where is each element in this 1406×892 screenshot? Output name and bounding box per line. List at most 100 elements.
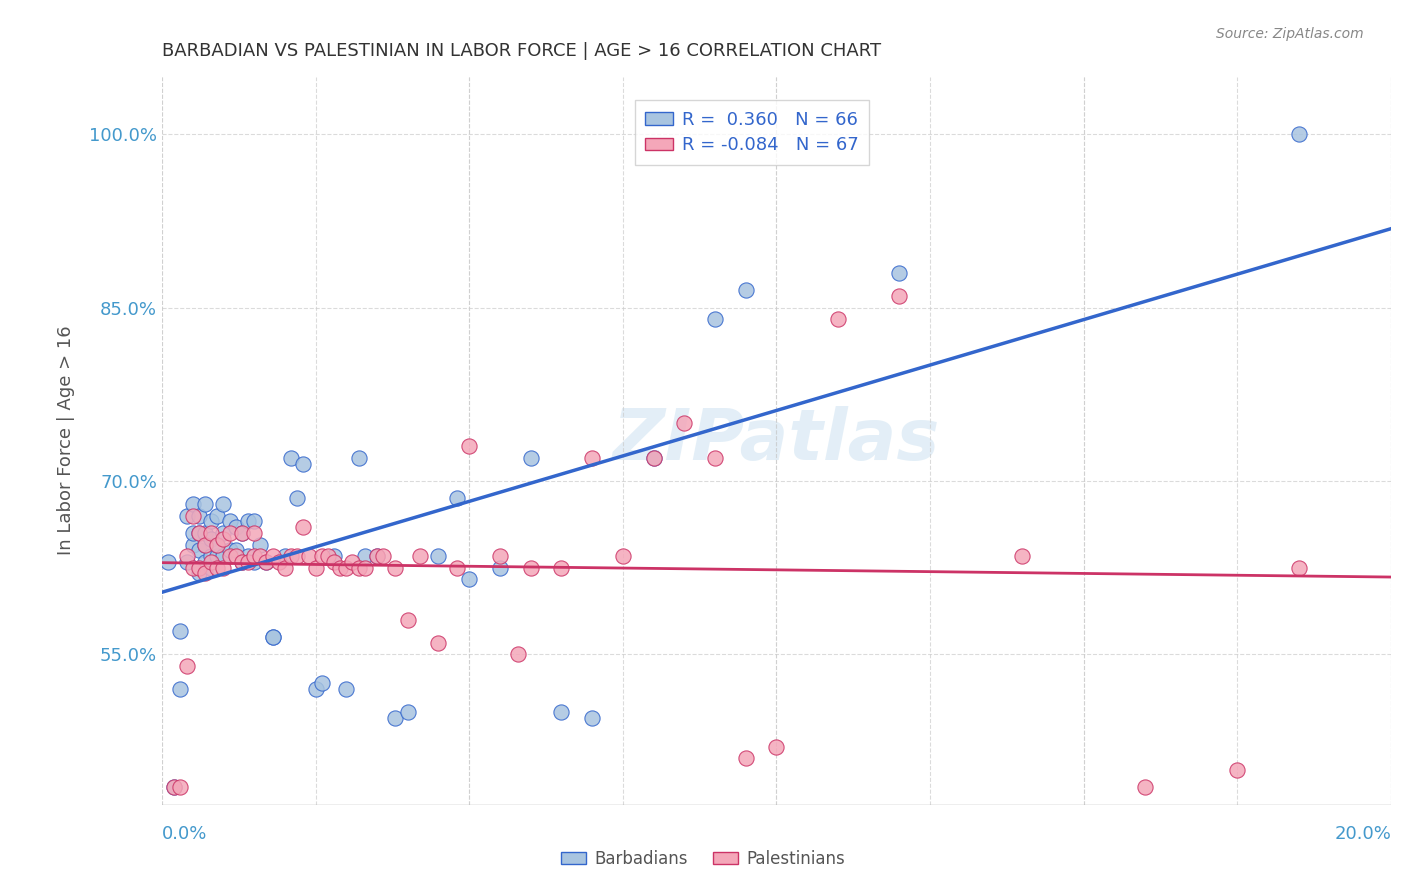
Point: [187, 566, 209, 581]
Point: [274, 549, 297, 564]
Point: [489, 549, 512, 564]
Point: [827, 312, 849, 326]
Point: [581, 450, 603, 465]
Legend: R =  0.360   N = 66, R = -0.084   N = 67: R = 0.360 N = 66, R = -0.084 N = 67: [634, 100, 869, 165]
Point: [323, 555, 346, 569]
Point: [1288, 560, 1310, 574]
Point: [409, 549, 432, 564]
Point: [519, 560, 541, 574]
Point: [200, 532, 222, 546]
Point: [236, 515, 259, 529]
Point: [353, 560, 375, 574]
Point: [243, 526, 266, 541]
Point: [231, 555, 253, 569]
Point: [519, 450, 541, 465]
Point: [285, 549, 308, 564]
Point: [187, 508, 209, 523]
Point: [207, 508, 229, 523]
Point: [194, 538, 217, 552]
Point: [1011, 549, 1033, 564]
Point: [218, 549, 240, 564]
Point: [194, 526, 217, 541]
Point: [550, 705, 572, 719]
Point: [673, 417, 696, 431]
Point: [347, 560, 370, 574]
Point: [218, 543, 240, 558]
Point: [734, 751, 756, 765]
Point: [396, 613, 419, 627]
Point: [181, 560, 204, 574]
Point: [212, 549, 235, 564]
Point: [163, 780, 186, 795]
Point: [335, 681, 357, 696]
Point: [704, 450, 727, 465]
Point: [236, 555, 259, 569]
Point: [181, 526, 204, 541]
Point: [194, 538, 217, 552]
Point: [218, 526, 240, 541]
Point: [194, 555, 217, 569]
Point: [329, 560, 352, 574]
Point: [176, 549, 198, 564]
Point: [200, 515, 222, 529]
Point: [765, 739, 787, 754]
Point: [194, 566, 217, 581]
Point: [458, 572, 481, 586]
Point: [225, 543, 247, 558]
Point: [643, 450, 665, 465]
Point: [446, 560, 468, 574]
Point: [347, 450, 370, 465]
Point: [225, 549, 247, 564]
Point: [427, 549, 450, 564]
Point: [298, 549, 321, 564]
Point: [254, 555, 277, 569]
Point: [292, 457, 315, 471]
Point: [231, 526, 253, 541]
Point: [311, 676, 333, 690]
Point: [200, 555, 222, 569]
Point: [262, 630, 284, 644]
Point: [212, 532, 235, 546]
Point: [889, 289, 911, 303]
Point: [243, 549, 266, 564]
Point: [225, 520, 247, 534]
Point: [207, 560, 229, 574]
Point: [163, 780, 186, 795]
Point: [181, 508, 204, 523]
Point: [366, 549, 388, 564]
Y-axis label: In Labor Force | Age > 16: In Labor Force | Age > 16: [58, 326, 75, 556]
Point: [373, 549, 395, 564]
Point: [187, 526, 209, 541]
Point: [1226, 763, 1249, 777]
Point: [384, 560, 406, 574]
Point: [187, 543, 209, 558]
Point: [157, 555, 180, 569]
Text: 20.0%: 20.0%: [1334, 825, 1391, 843]
Point: [212, 526, 235, 541]
Point: [1288, 128, 1310, 142]
Point: [304, 560, 326, 574]
Point: [280, 450, 302, 465]
Point: [236, 549, 259, 564]
Point: [1133, 780, 1156, 795]
Point: [458, 439, 481, 453]
Point: [889, 266, 911, 280]
Point: [508, 648, 530, 662]
Point: [274, 560, 297, 574]
Point: [249, 549, 271, 564]
Point: [704, 312, 727, 326]
Point: [176, 508, 198, 523]
Point: [366, 549, 388, 564]
Point: [181, 538, 204, 552]
Point: [254, 555, 277, 569]
Point: [316, 549, 339, 564]
Point: [267, 555, 290, 569]
Text: 0.0%: 0.0%: [162, 825, 207, 843]
Point: [181, 497, 204, 511]
Point: [212, 497, 235, 511]
Point: [292, 520, 315, 534]
Point: [353, 549, 375, 564]
Point: [231, 526, 253, 541]
Point: [231, 555, 253, 569]
Point: [550, 560, 572, 574]
